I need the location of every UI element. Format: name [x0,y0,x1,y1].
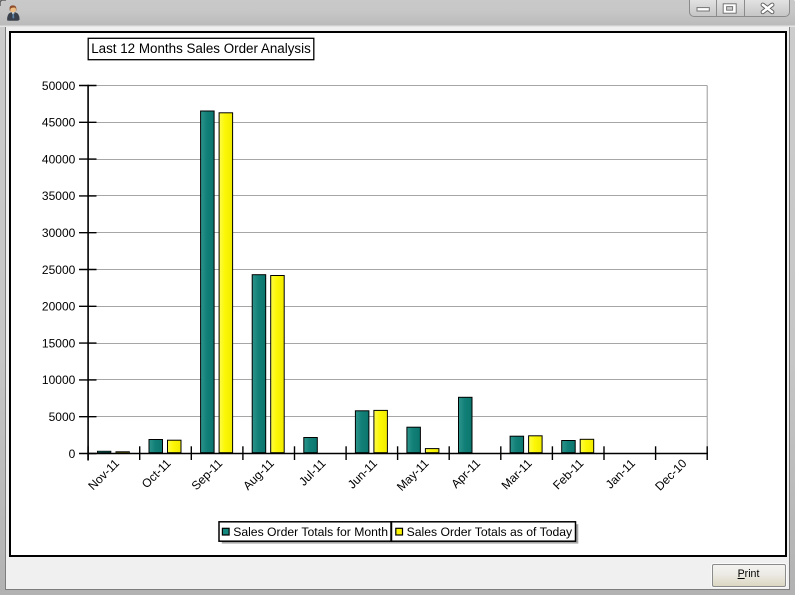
svg-text:40000: 40000 [42,152,76,166]
svg-text:10000: 10000 [42,373,76,387]
svg-text:50000: 50000 [42,79,76,93]
svg-text:Jan-11: Jan-11 [603,456,638,491]
svg-text:Oct-11: Oct-11 [139,456,174,491]
svg-text:5000: 5000 [49,410,76,424]
svg-text:Jun-11: Jun-11 [345,456,380,491]
svg-text:Last 12 Months Sales Order Ana: Last 12 Months Sales Order Analysis [91,41,311,56]
svg-text:Apr-11: Apr-11 [448,456,483,491]
svg-text:Feb-11: Feb-11 [550,456,586,492]
svg-text:Dec-10: Dec-10 [652,456,689,493]
svg-text:Mar-11: Mar-11 [499,456,535,492]
svg-text:Aug-11: Aug-11 [240,456,277,493]
svg-text:35000: 35000 [42,189,76,203]
svg-text:25000: 25000 [42,263,76,277]
svg-text:45000: 45000 [42,116,76,130]
svg-text:Sales Order Totals as of Today: Sales Order Totals as of Today [407,525,573,539]
svg-text:20000: 20000 [42,300,76,314]
svg-text:May-11: May-11 [394,456,432,494]
svg-text:30000: 30000 [42,226,76,240]
svg-text:15000: 15000 [42,336,76,350]
svg-text:Sep-11: Sep-11 [189,456,226,493]
svg-text:Jul-11: Jul-11 [296,456,329,489]
svg-text:0: 0 [69,447,76,461]
svg-text:Sales Order Totals for Month: Sales Order Totals for Month [233,525,388,539]
svg-text:Nov-11: Nov-11 [85,456,122,493]
